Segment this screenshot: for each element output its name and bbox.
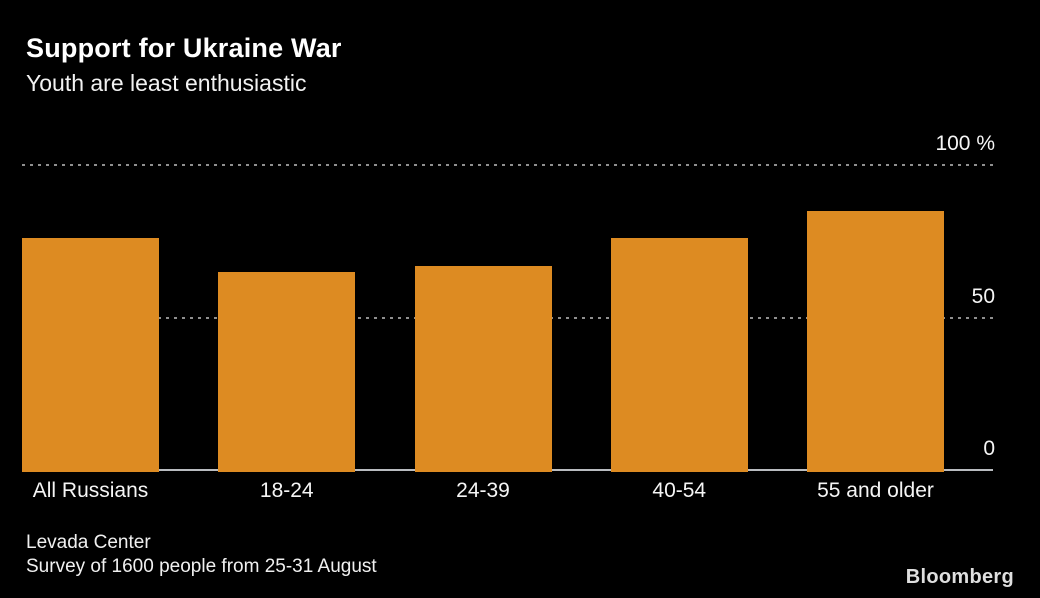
chart-subtitle: Youth are least enthusiastic <box>26 70 307 96</box>
y-tick-label-0: 0 <box>983 437 995 460</box>
x-tick-label: All Russians <box>32 479 149 502</box>
gridline-100 <box>22 164 993 166</box>
x-tick-label: 18-24 <box>259 479 314 502</box>
bar-all-russians <box>22 238 159 472</box>
bar-18-24 <box>218 271 356 472</box>
source-note: Levada Center Survey of 1600 people from… <box>26 531 377 579</box>
x-tick-label: 40-54 <box>652 479 707 502</box>
y-tick-label-100: 100 % <box>935 132 995 155</box>
x-tick-label: 55 and older <box>817 479 934 502</box>
bar-24-39 <box>414 265 552 472</box>
bar-40-54 <box>610 238 748 472</box>
y-tick-label-50: 50 <box>971 284 995 308</box>
x-axis-labels: All Russians 18-24 24-39 40-54 55 and older <box>22 479 993 509</box>
source-line-1: Levada Center <box>26 532 151 553</box>
bar-55-and-older <box>807 210 944 472</box>
chart-title: Support for Ukraine War <box>26 33 342 63</box>
source-line-2: Survey of 1600 people from 25-31 August <box>26 556 377 577</box>
plot-area: 0 50 100 % <box>22 132 995 472</box>
x-tick-label: 24-39 <box>456 479 510 502</box>
bloomberg-logo: Bloomberg <box>905 566 1014 588</box>
